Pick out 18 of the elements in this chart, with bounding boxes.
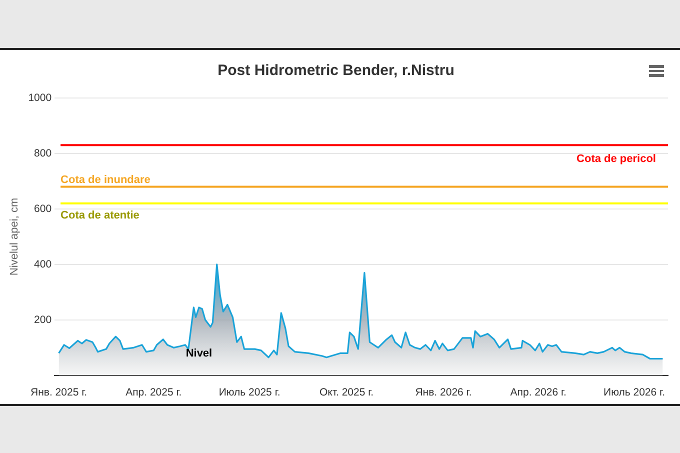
- ref-line-label: Cota de inundare: [60, 174, 150, 186]
- y-tick-label: 800: [34, 147, 52, 160]
- series-label: Nivel: [186, 347, 212, 360]
- y-tick-label: 1000: [28, 92, 52, 104]
- chart-title: Post Hidrometric Bender, r.Nistru: [218, 62, 454, 80]
- x-tick-label: Июль 2026 г.: [604, 386, 665, 399]
- x-tick-label: Янв. 2025 г.: [30, 386, 88, 399]
- y-tick-label: 600: [34, 202, 52, 215]
- x-tick-label: Окт. 2025 г.: [319, 386, 374, 399]
- x-tick-label: Апр. 2026 г.: [510, 386, 566, 399]
- ref-line-label: Cota de atentie: [60, 209, 140, 222]
- y-axis-title: Nivelul apei, cm: [8, 198, 21, 276]
- x-tick-label: Июль 2025 г.: [218, 386, 280, 399]
- x-tick-label: Янв. 2026 г.: [415, 386, 472, 399]
- y-tick-label: 200: [34, 314, 52, 326]
- y-tick-label: 400: [34, 258, 52, 270]
- x-tick-label: Апр. 2025 г.: [126, 386, 182, 399]
- ref-line-label: Cota de pericol: [576, 153, 656, 166]
